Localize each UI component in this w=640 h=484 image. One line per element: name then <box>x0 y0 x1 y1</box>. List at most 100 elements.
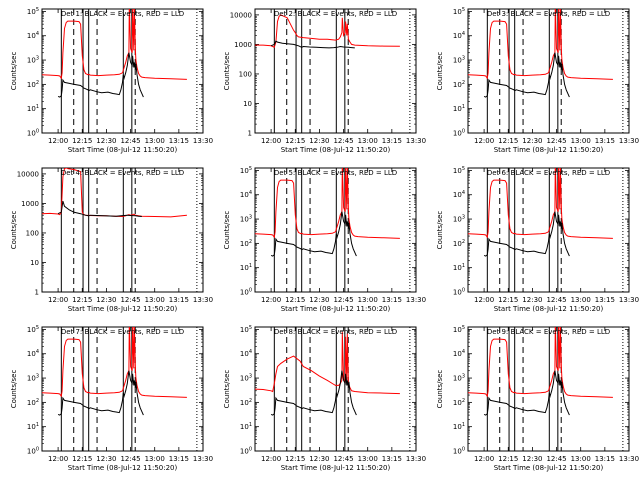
x-tick-label: 13:30 <box>193 296 213 304</box>
x-tick-label: 12:00 <box>48 455 68 463</box>
detector-panel: 12:00 12:15 12:30 12:45 13:00 13:15 13:30 100 10… <box>223 325 426 472</box>
x-tick-label: 12:30 <box>309 137 329 145</box>
y-tick-label: 104 <box>453 190 465 199</box>
lld-series-line <box>468 327 613 398</box>
x-tick-label: 13:30 <box>406 296 426 304</box>
x-axis-label: Start Time (08-Jul-12 11:50:20) <box>494 305 604 313</box>
x-tick-label: 13:00 <box>358 296 378 304</box>
x-tick-label: 12:15 <box>285 455 305 463</box>
x-axis-label: Start Time (08-Jul-12 11:50:20) <box>68 305 178 313</box>
y-tick-label: 104 <box>27 31 39 40</box>
lld-series-line <box>42 9 187 80</box>
y-tick-label: 102 <box>240 398 252 407</box>
x-tick-label: 13:00 <box>571 296 591 304</box>
x-axis-label: Start Time (08-Jul-12 11:50:20) <box>281 305 391 313</box>
y-tick-label: 101 <box>453 263 465 272</box>
x-axis-label: Start Time (08-Jul-12 11:50:20) <box>494 464 604 472</box>
detector-panel: 12:00 12:15 12:30 12:45 13:00 13:15 13:30 100 10… <box>436 166 639 313</box>
x-tick-label: 12:15 <box>498 137 518 145</box>
y-tick-label: 10000 <box>230 11 252 19</box>
y-axis-label: Counts/sec <box>436 211 444 250</box>
y-tick-label: 101 <box>240 422 252 431</box>
y-tick-label: 100 <box>239 70 252 78</box>
plot-frame <box>254 167 417 293</box>
y-tick-label: 100 <box>240 288 252 297</box>
x-tick-label: 13:15 <box>595 296 615 304</box>
x-tick-label: 12:45 <box>120 455 140 463</box>
x-tick-label: 13:00 <box>145 296 165 304</box>
plot-frame <box>254 326 417 452</box>
x-tick-label: 12:45 <box>333 296 353 304</box>
panel-title: Det 6: BLACK = Events, RED = LLD <box>487 169 610 177</box>
y-tick-label: 101 <box>453 104 465 113</box>
x-tick-label: 12:00 <box>474 296 494 304</box>
y-tick-label: 100 <box>240 447 252 456</box>
events-series-line <box>57 200 142 217</box>
x-tick-label: 12:30 <box>522 296 542 304</box>
x-tick-label: 12:00 <box>474 137 494 145</box>
x-tick-label: 12:30 <box>96 455 116 463</box>
x-tick-label: 12:45 <box>546 455 566 463</box>
y-tick-label: 103 <box>240 215 252 224</box>
panel-title: Det 2: BLACK = Events, RED = LLD <box>274 10 397 18</box>
events-series-line <box>483 211 570 257</box>
x-tick-label: 12:15 <box>72 455 92 463</box>
panel-title: Det 5: BLACK = Events, RED = LLD <box>274 169 397 177</box>
y-tick-label: 103 <box>453 215 465 224</box>
y-axis-label: Counts/sec <box>223 52 231 91</box>
x-tick-label: 12:00 <box>261 137 281 145</box>
x-tick-label: 13:30 <box>619 296 639 304</box>
events-series-line <box>270 40 355 49</box>
events-series-line <box>483 370 570 416</box>
x-tick-label: 12:15 <box>498 455 518 463</box>
y-tick-label: 10000 <box>17 170 39 178</box>
x-tick-label: 13:00 <box>571 137 591 145</box>
lld-series-line <box>468 9 613 80</box>
lld-series-line <box>255 331 400 395</box>
y-tick-label: 1000 <box>234 41 252 49</box>
x-tick-label: 13:00 <box>145 455 165 463</box>
x-tick-label: 12:30 <box>309 296 329 304</box>
detector-panel: 12:00 12:15 12:30 12:45 13:00 13:15 13:30 1 10 10… <box>223 8 426 154</box>
y-tick-label: 100 <box>27 447 39 456</box>
y-tick-label: 105 <box>27 325 39 334</box>
detector-panel: 12:00 12:15 12:30 12:45 13:00 13:15 13:30 100 10… <box>436 325 639 472</box>
y-tick-label: 103 <box>27 56 39 65</box>
x-tick-label: 12:45 <box>333 455 353 463</box>
x-tick-label: 13:00 <box>571 455 591 463</box>
y-tick-label: 104 <box>240 190 252 199</box>
x-tick-label: 13:00 <box>358 137 378 145</box>
y-tick-label: 105 <box>453 7 465 16</box>
y-tick-label: 104 <box>27 349 39 358</box>
x-tick-label: 12:15 <box>72 137 92 145</box>
y-tick-label: 1 <box>248 130 252 138</box>
x-tick-label: 12:15 <box>285 296 305 304</box>
y-tick-label: 105 <box>453 325 465 334</box>
x-tick-label: 13:15 <box>169 455 189 463</box>
y-axis-label: Counts/sec <box>436 370 444 409</box>
detector-panel: 12:00 12:15 12:30 12:45 13:00 13:15 13:30 1 10 10… <box>10 167 213 313</box>
event-markers <box>60 9 198 133</box>
series-group <box>255 168 400 257</box>
event-markers <box>60 168 198 292</box>
series-group <box>42 168 187 218</box>
y-axis-label: Counts/sec <box>223 211 231 250</box>
lld-series-line <box>255 168 400 239</box>
lld-series-line <box>468 168 613 239</box>
series-group <box>255 331 400 416</box>
x-tick-label: 12:45 <box>546 296 566 304</box>
x-axis-label: Start Time (08-Jul-12 11:50:20) <box>281 464 391 472</box>
x-tick-label: 12:00 <box>261 455 281 463</box>
y-tick-label: 104 <box>453 31 465 40</box>
y-tick-label: 105 <box>240 166 252 175</box>
x-tick-label: 13:15 <box>382 455 402 463</box>
y-tick-label: 1 <box>35 289 39 297</box>
panel-title: Det 8: BLACK = Events, RED = LLD <box>274 328 397 336</box>
plot-frame <box>467 167 630 293</box>
x-tick-label: 13:15 <box>169 296 189 304</box>
plot-frame <box>467 8 630 134</box>
x-tick-label: 12:00 <box>48 296 68 304</box>
x-tick-label: 12:30 <box>522 455 542 463</box>
x-axis-label: Start Time (08-Jul-12 11:50:20) <box>494 146 604 154</box>
